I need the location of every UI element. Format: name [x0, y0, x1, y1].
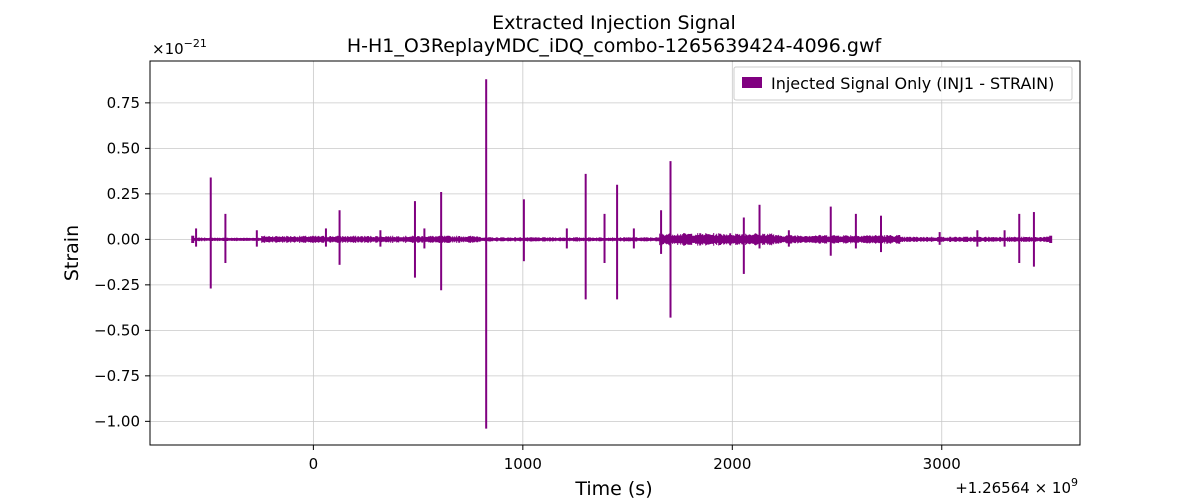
x-tick-label: 3000	[923, 455, 961, 473]
legend: Injected Signal Only (INJ1 - STRAIN)	[733, 66, 1073, 101]
y-tick-label: −0.25	[94, 276, 140, 294]
y-tick-label: −1.00	[94, 412, 140, 430]
y-tick-label: −0.50	[94, 321, 140, 339]
series-injected-signal	[191, 79, 1053, 429]
y-tick-label: 0.50	[107, 139, 140, 157]
legend-swatch	[742, 77, 762, 88]
x-offset-label: +1.26564 × 109	[955, 476, 1078, 497]
y-tick-label: −0.75	[94, 367, 140, 385]
x-axis-label: Time (s)	[574, 478, 652, 500]
x-tick-label: 2000	[713, 455, 751, 473]
chart-subtitle: H-H1_O3ReplayMDC_iDQ_combo-1265639424-40…	[347, 35, 883, 57]
grid	[150, 61, 1080, 445]
y-scale-multiplier: ×10−21	[152, 37, 207, 58]
x-tick-label: 0	[309, 455, 319, 473]
legend-box	[733, 66, 1073, 101]
y-tick-label: 0.00	[107, 230, 140, 248]
y-tick-label: 0.25	[107, 185, 140, 203]
x-tick-label: 1000	[504, 455, 542, 473]
legend-label: Injected Signal Only (INJ1 - STRAIN)	[771, 74, 1054, 93]
chart-title: Extracted Injection Signal	[492, 12, 736, 34]
ticks: 0 1000 2000 3000 0.75 0.50 0.25 0.00 −0.25 −0.50 −…	[94, 94, 961, 473]
plot-frame	[149, 60, 1081, 446]
y-tick-label: 0.75	[107, 94, 140, 112]
y-axis-label: Strain	[61, 225, 83, 281]
